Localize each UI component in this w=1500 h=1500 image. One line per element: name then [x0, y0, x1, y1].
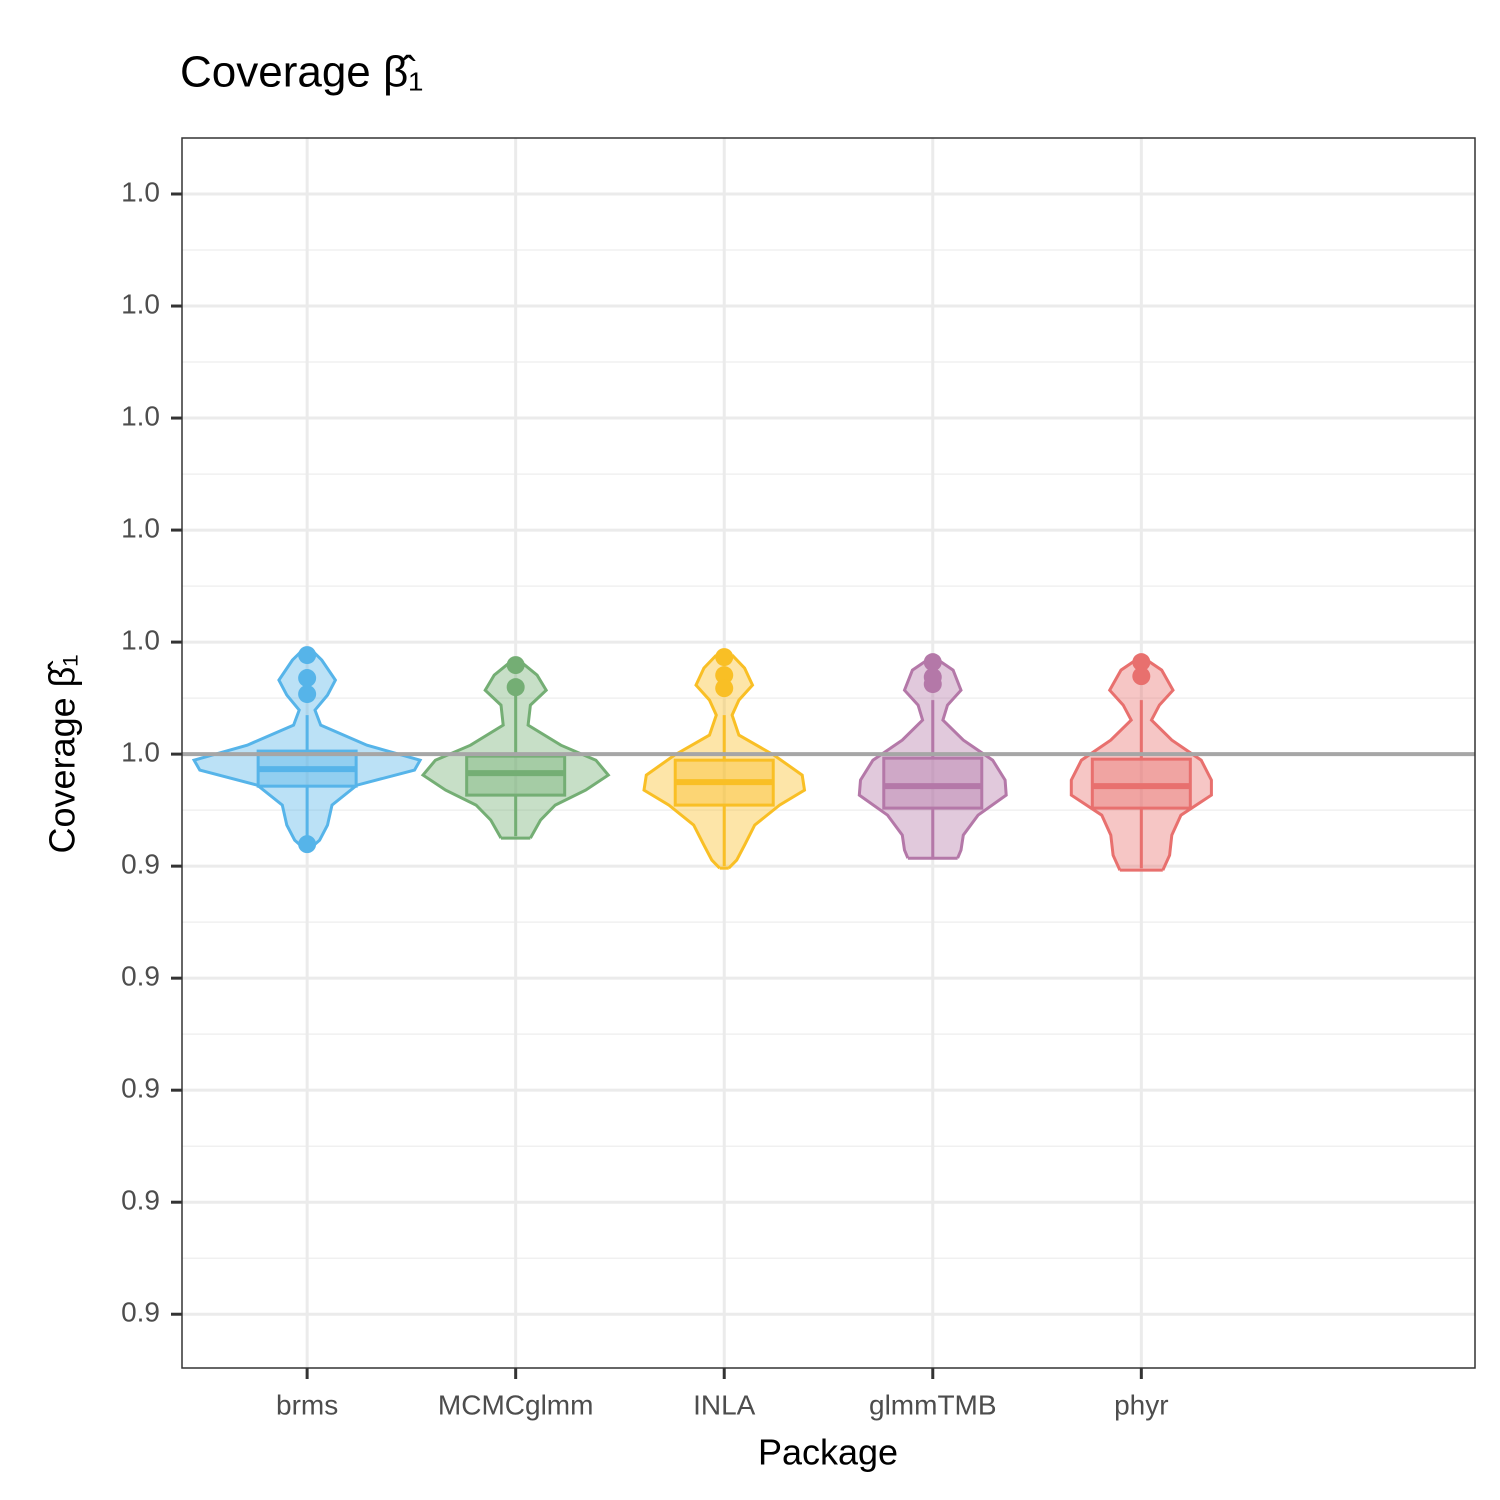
outlier — [298, 685, 317, 704]
outlier — [298, 669, 317, 688]
outlier — [506, 656, 525, 675]
outlier — [298, 646, 317, 665]
violin-outline-right — [937, 658, 1008, 859]
y-tick-label: 0.9 — [121, 1297, 160, 1328]
violin-outline-left — [1069, 658, 1137, 871]
outlier — [715, 679, 734, 698]
outlier — [1132, 653, 1151, 672]
y-tick-label: 0.9 — [121, 1185, 160, 1216]
outlier — [923, 653, 942, 672]
y-tick-label: 0.9 — [121, 1073, 160, 1104]
y-axis-title: Coverage β̂₁ — [42, 655, 83, 854]
y-tick-label: 1.0 — [121, 400, 160, 431]
violin-outline-left — [857, 658, 928, 859]
outlier — [298, 835, 317, 854]
x-tick-label: MCMCglmm — [438, 1389, 594, 1420]
outlier — [715, 666, 734, 685]
y-tick-label: 1.0 — [121, 176, 160, 207]
chart-title: Coverage β̂₁ — [180, 48, 423, 97]
x-tick-label: brms — [276, 1389, 338, 1420]
box — [882, 756, 984, 810]
y-tick-label: 1.0 — [121, 512, 160, 543]
x-tick-label: phyr — [1114, 1389, 1168, 1420]
violin-outline-left — [642, 654, 721, 870]
x-tick-label: INLA — [693, 1389, 756, 1420]
y-tick-label: 1.0 — [121, 288, 160, 319]
y-tick-label: 0.9 — [121, 961, 160, 992]
outlier — [506, 678, 525, 697]
violin-outline-right — [727, 654, 807, 870]
y-tick-label: 1.0 — [121, 737, 160, 768]
violin-fill — [1071, 660, 1212, 871]
y-tick-label: 1.0 — [121, 624, 160, 655]
x-axis-title: Package — [758, 1432, 898, 1473]
plot-border — [181, 137, 1476, 1369]
outlier — [1132, 667, 1151, 686]
y-tick-label: 0.9 — [121, 849, 160, 880]
violin-outline-right — [1146, 658, 1213, 871]
outlier — [715, 648, 734, 667]
x-tick-label: glmmTMB — [869, 1389, 997, 1420]
outlier — [923, 675, 942, 694]
